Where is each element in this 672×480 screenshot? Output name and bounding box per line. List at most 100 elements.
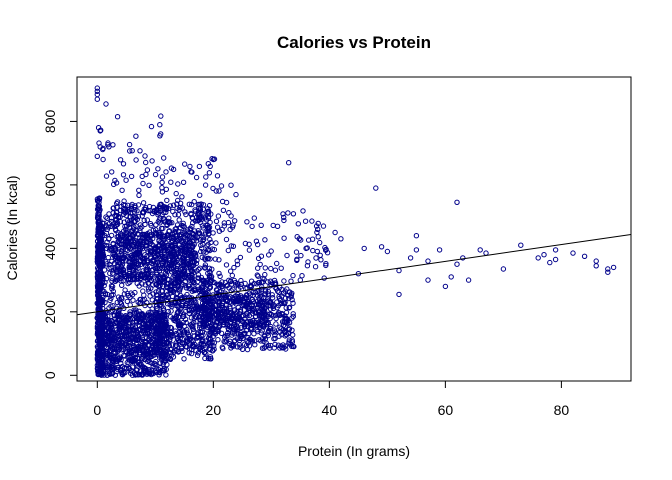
data-point xyxy=(140,336,146,343)
data-point xyxy=(281,214,287,221)
data-point xyxy=(207,331,213,337)
data-point xyxy=(228,342,234,348)
data-point xyxy=(225,330,231,336)
data-point xyxy=(136,187,142,194)
data-point xyxy=(235,324,241,331)
data-point xyxy=(186,350,192,356)
data-point xyxy=(203,306,209,313)
data-point xyxy=(234,297,240,304)
data-point xyxy=(163,169,169,175)
data-point xyxy=(181,356,187,362)
data-point xyxy=(207,256,213,262)
data-point xyxy=(256,324,263,330)
data-point xyxy=(144,277,151,283)
data-point xyxy=(289,337,295,343)
data-point xyxy=(290,211,297,217)
data-point xyxy=(193,174,200,181)
data-point xyxy=(174,290,180,296)
data-point xyxy=(120,238,126,244)
data-point xyxy=(547,259,553,266)
data-point xyxy=(182,297,188,303)
data-point xyxy=(137,222,144,228)
data-point xyxy=(132,336,138,342)
data-point xyxy=(185,256,191,262)
data-point xyxy=(200,249,207,255)
data-point xyxy=(246,241,252,248)
data-point xyxy=(127,148,133,154)
data-point xyxy=(210,185,216,192)
data-point xyxy=(249,338,256,344)
data-point xyxy=(211,317,218,323)
data-point xyxy=(244,300,250,307)
data-point xyxy=(121,198,127,204)
data-point xyxy=(163,186,170,193)
data-point xyxy=(120,319,126,325)
data-point xyxy=(127,312,133,318)
data-point xyxy=(159,179,165,186)
data-point xyxy=(95,291,101,298)
data-point xyxy=(273,321,279,327)
data-point xyxy=(610,264,617,271)
data-point xyxy=(101,372,107,378)
data-point xyxy=(266,252,272,258)
data-point xyxy=(142,282,149,288)
data-point xyxy=(115,239,121,245)
data-point xyxy=(158,113,164,119)
data-point xyxy=(162,352,168,358)
data-point xyxy=(222,334,228,340)
data-point xyxy=(219,226,225,233)
data-point xyxy=(252,342,258,348)
data-point xyxy=(154,259,160,266)
data-point xyxy=(272,329,278,335)
data-point xyxy=(144,323,150,329)
data-point xyxy=(106,211,112,217)
data-point xyxy=(101,341,108,347)
data-point xyxy=(317,239,323,246)
data-point xyxy=(190,338,196,344)
data-point xyxy=(146,182,152,189)
data-point xyxy=(104,364,111,371)
data-point xyxy=(196,275,202,281)
data-point xyxy=(160,283,166,290)
data-point xyxy=(136,318,143,325)
data-point xyxy=(218,302,225,308)
data-point xyxy=(290,313,296,320)
data-point xyxy=(276,295,283,302)
x-tick-label: 80 xyxy=(554,402,570,418)
data-point xyxy=(186,300,193,306)
data-point xyxy=(132,289,138,296)
data-point xyxy=(144,167,151,173)
data-point xyxy=(241,324,248,330)
data-point xyxy=(100,254,107,260)
data-point xyxy=(179,205,186,211)
y-tick-label: 800 xyxy=(42,110,58,134)
data-point xyxy=(176,217,182,223)
data-point xyxy=(157,231,163,237)
data-point xyxy=(198,242,204,249)
data-point xyxy=(320,223,327,229)
data-point xyxy=(144,246,150,252)
data-point xyxy=(284,252,290,259)
data-point xyxy=(120,172,127,178)
data-point xyxy=(162,249,168,255)
data-point xyxy=(160,292,166,298)
data-point xyxy=(161,155,167,161)
data-point xyxy=(283,315,290,322)
data-point xyxy=(294,234,300,240)
data-point xyxy=(140,200,147,206)
data-point xyxy=(139,281,145,287)
data-point xyxy=(258,222,264,229)
data-point xyxy=(211,279,218,286)
data-point xyxy=(293,249,300,255)
data-point xyxy=(286,160,292,166)
data-point xyxy=(157,360,164,366)
data-point xyxy=(170,202,177,208)
data-point xyxy=(144,217,151,223)
data-point xyxy=(174,282,181,288)
data-point xyxy=(216,301,222,307)
regression-line xyxy=(76,233,632,316)
data-point xyxy=(286,341,292,347)
data-point xyxy=(126,141,133,148)
data-point xyxy=(163,209,169,216)
data-point xyxy=(284,286,290,292)
